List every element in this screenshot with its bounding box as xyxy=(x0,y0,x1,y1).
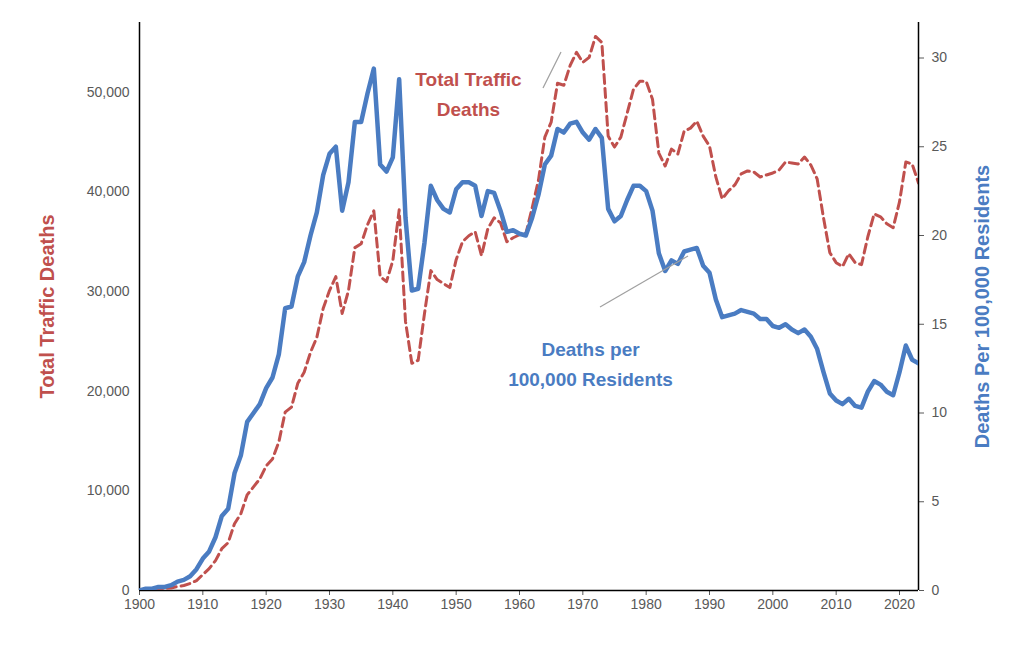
svg-text:2020: 2020 xyxy=(884,596,915,612)
svg-text:Total TrafficDeaths: Total TrafficDeaths xyxy=(415,69,522,120)
svg-text:1940: 1940 xyxy=(377,596,408,612)
svg-text:0: 0 xyxy=(121,582,130,598)
svg-text:2000: 2000 xyxy=(757,596,788,612)
svg-text:0: 0 xyxy=(932,582,940,598)
svg-text:5: 5 xyxy=(932,493,940,509)
svg-text:1900: 1900 xyxy=(124,596,155,612)
svg-text:1960: 1960 xyxy=(504,596,535,612)
svg-text:25: 25 xyxy=(932,138,948,154)
svg-text:Deaths per100,000 Residents: Deaths per100,000 Residents xyxy=(508,339,673,390)
svg-text:1920: 1920 xyxy=(251,596,282,612)
svg-text:10,000: 10,000 xyxy=(87,482,130,498)
svg-text:1930: 1930 xyxy=(314,596,345,612)
svg-text:10: 10 xyxy=(932,404,948,420)
svg-text:1980: 1980 xyxy=(631,596,662,612)
svg-text:40,000: 40,000 xyxy=(87,183,130,199)
svg-text:Deaths Per 100,000 Residents: Deaths Per 100,000 Residents xyxy=(971,165,993,449)
svg-text:1910: 1910 xyxy=(187,596,218,612)
svg-text:20: 20 xyxy=(932,227,948,243)
svg-text:30,000: 30,000 xyxy=(87,283,130,299)
svg-text:30: 30 xyxy=(932,49,948,65)
svg-text:15: 15 xyxy=(932,316,948,332)
svg-text:1990: 1990 xyxy=(694,596,725,612)
svg-text:20,000: 20,000 xyxy=(87,383,130,399)
svg-text:1950: 1950 xyxy=(441,596,472,612)
svg-text:Total Traffic Deaths: Total Traffic Deaths xyxy=(36,214,58,398)
svg-text:50,000: 50,000 xyxy=(87,84,130,100)
svg-text:1970: 1970 xyxy=(567,596,598,612)
svg-text:2010: 2010 xyxy=(821,596,852,612)
